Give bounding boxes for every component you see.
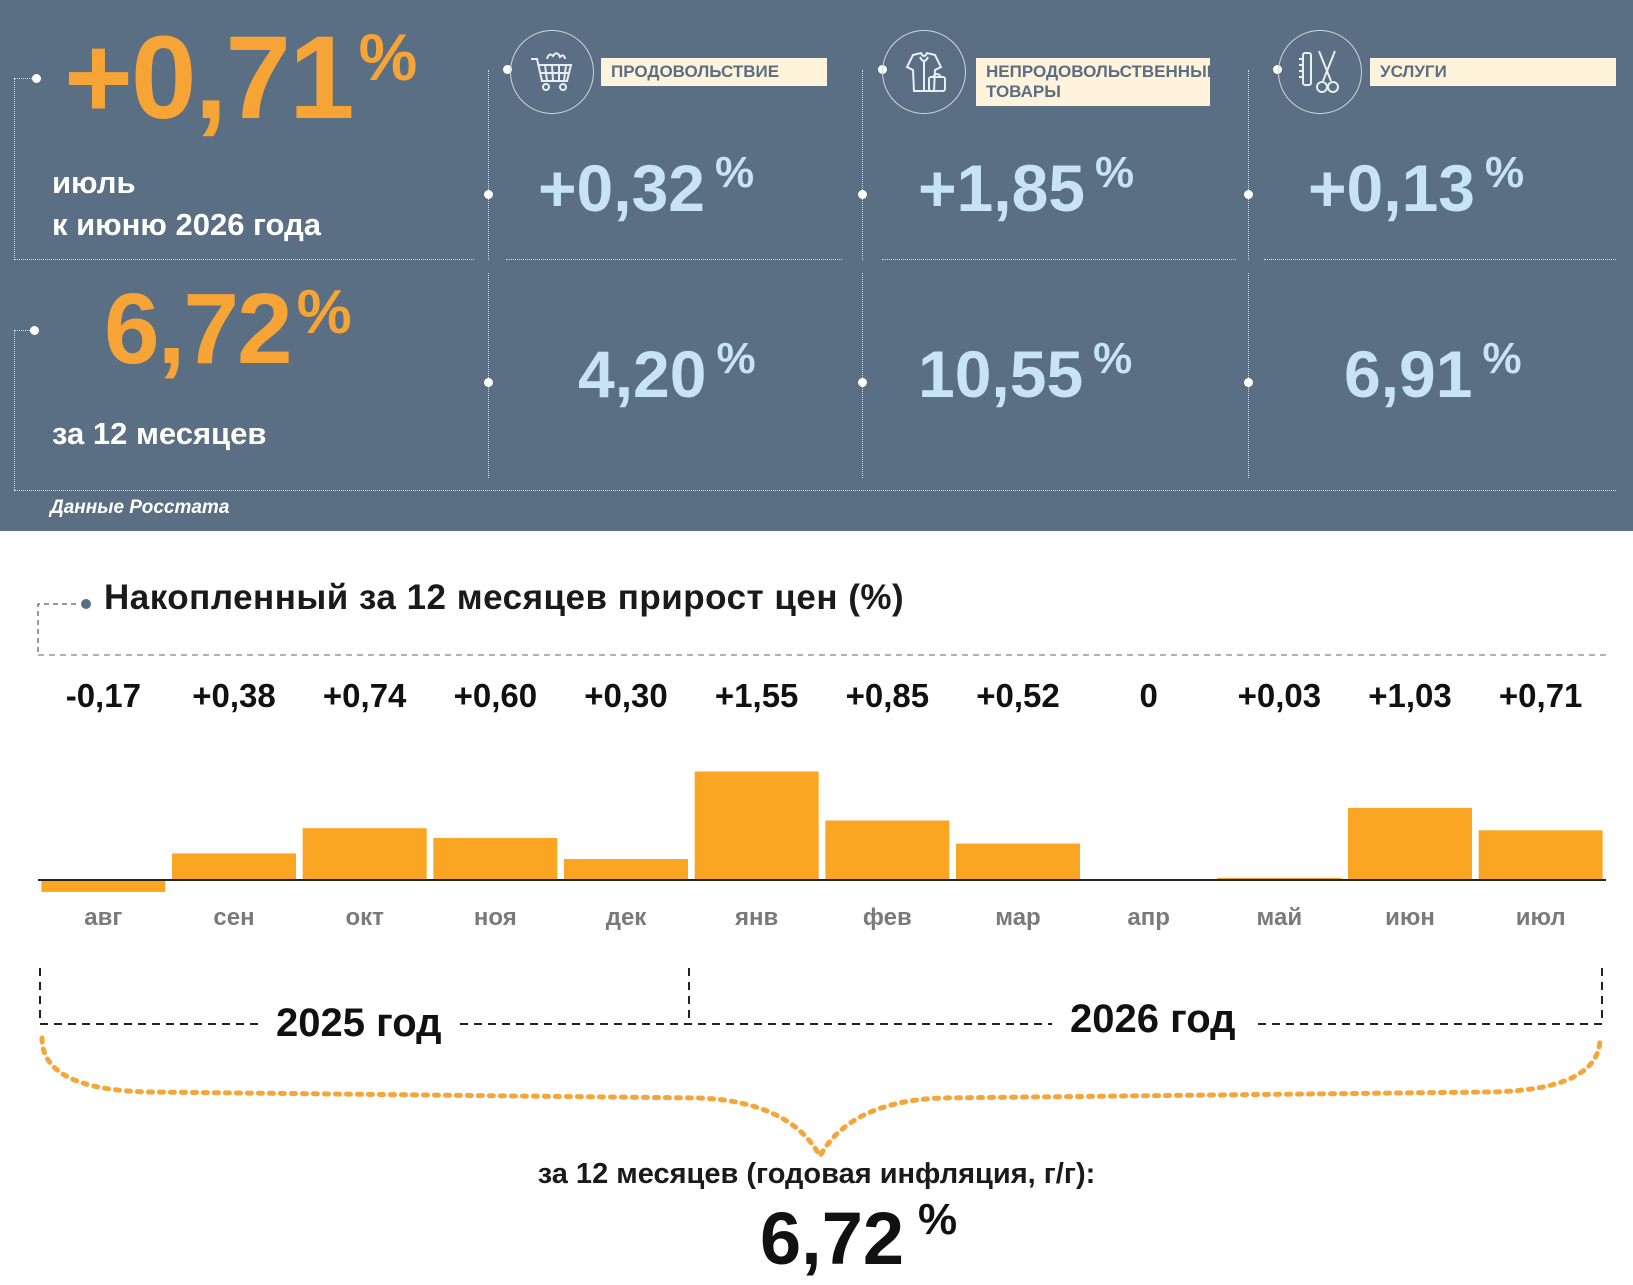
category-label-services: УСЛУГИ	[1370, 58, 1616, 86]
category-tick-label: июл	[1516, 904, 1566, 931]
category-tick-label: май	[1257, 904, 1303, 931]
category-tick-label: авг	[84, 904, 122, 931]
clothing-icon	[882, 30, 966, 114]
bar	[302, 828, 427, 880]
category-tick-label: мар	[995, 904, 1040, 931]
category-tick-label: апр	[1127, 904, 1170, 931]
divider	[862, 273, 863, 478]
marker-dot	[1244, 190, 1253, 199]
scissors-comb-icon	[1278, 30, 1362, 114]
title-marker-dot	[81, 599, 91, 609]
divider	[14, 259, 474, 260]
annual-inflation-value: 6,72%	[104, 273, 352, 385]
marker-dot	[858, 378, 867, 387]
divider	[1248, 70, 1249, 260]
marker-dot	[32, 74, 41, 83]
annual-caption: за 12 месяцев	[52, 416, 267, 451]
bar	[1348, 807, 1472, 880]
bar	[564, 859, 688, 880]
divider	[506, 259, 842, 260]
data-label: -0,17	[66, 677, 141, 714]
total-brace	[39, 1035, 1603, 1162]
marker-dot	[30, 326, 39, 335]
nonfood-monthly-value: +1,85%	[918, 148, 1135, 225]
annual-inflation-caption: за 12 месяцев (годовая инфляция, г/г):	[537, 1158, 1096, 1190]
data-label: 0	[1139, 677, 1157, 714]
category-tick-label: сен	[213, 904, 254, 931]
marker-dot	[503, 65, 512, 74]
data-label: +0,38	[192, 677, 276, 714]
category-label-food: ПРОДОВОЛЬСТВИЕ	[601, 58, 827, 86]
marker-dot	[1273, 65, 1282, 74]
monthly-inflation-value: +0,71%	[64, 12, 418, 144]
category-label-nonfood: НЕПРОДОВОЛЬСТВЕННЫЕ ТОВАРЫ	[976, 58, 1218, 106]
bar	[41, 880, 166, 892]
nonfood-annual-value: 10,55%	[918, 334, 1133, 411]
category-tick-label: ноя	[474, 904, 517, 931]
data-label: +0,52	[976, 677, 1060, 714]
data-label: +1,03	[1368, 677, 1452, 714]
chart-title: Накопленный за 12 месяцев прирост цен (%…	[104, 578, 905, 617]
divider	[862, 70, 863, 260]
category-tick-label: окт	[345, 904, 384, 931]
category-tick-label: фев	[863, 904, 912, 931]
category-tick-label: июн	[1385, 904, 1435, 931]
bar	[694, 771, 819, 880]
marker-dot	[858, 190, 867, 199]
data-label: +0,30	[584, 677, 668, 714]
bar	[956, 843, 1080, 880]
bar	[1217, 877, 1342, 880]
category-tick-label: янв	[734, 904, 778, 931]
divider	[14, 78, 36, 79]
divider	[14, 330, 36, 331]
monthly-inflation-bar-chart: -0,17 авг +0,38 сен +0,74 окт +0,60 ноя +0,30 дек…	[37, 599, 1606, 1162]
data-label: +0,74	[323, 677, 407, 714]
bar	[433, 838, 558, 880]
divider	[1264, 259, 1616, 260]
food-annual-value: 4,20%	[578, 334, 756, 411]
year-label-2025: 2025 год	[258, 1001, 460, 1046]
services-monthly-value: +0,13%	[1308, 148, 1525, 225]
annual-inflation-total: 6,72%	[760, 1195, 958, 1280]
data-label: +1,55	[715, 677, 799, 714]
data-label: +0,85	[846, 677, 930, 714]
divider	[488, 70, 489, 260]
year-label-2026: 2026 год	[1052, 997, 1254, 1042]
divider	[882, 259, 1236, 260]
divider	[14, 330, 15, 490]
source-note: Данные Росстата	[50, 497, 230, 518]
divider	[14, 490, 1616, 491]
marker-dot	[484, 378, 493, 387]
marker-dot	[484, 190, 493, 199]
services-annual-value: 6,91%	[1344, 334, 1522, 411]
data-label: +0,03	[1238, 677, 1322, 714]
category-tick-label: дек	[606, 904, 648, 931]
food-monthly-value: +0,32%	[538, 148, 755, 225]
monthly-caption: июль к июню 2026 года	[52, 165, 321, 242]
divider	[1248, 273, 1249, 478]
divider	[488, 273, 489, 478]
bar	[172, 853, 296, 880]
divider	[14, 78, 15, 260]
shopping-cart-icon	[510, 30, 594, 114]
data-label: +0,60	[454, 677, 538, 714]
summary-panel: +0,71% июль к июню 2026 года 6,72% за 12…	[0, 0, 1633, 531]
title-leader-line	[37, 603, 76, 652]
data-label: +0,71	[1499, 677, 1583, 714]
marker-dot	[1244, 378, 1253, 387]
bar	[825, 820, 950, 880]
bar	[1478, 830, 1603, 880]
